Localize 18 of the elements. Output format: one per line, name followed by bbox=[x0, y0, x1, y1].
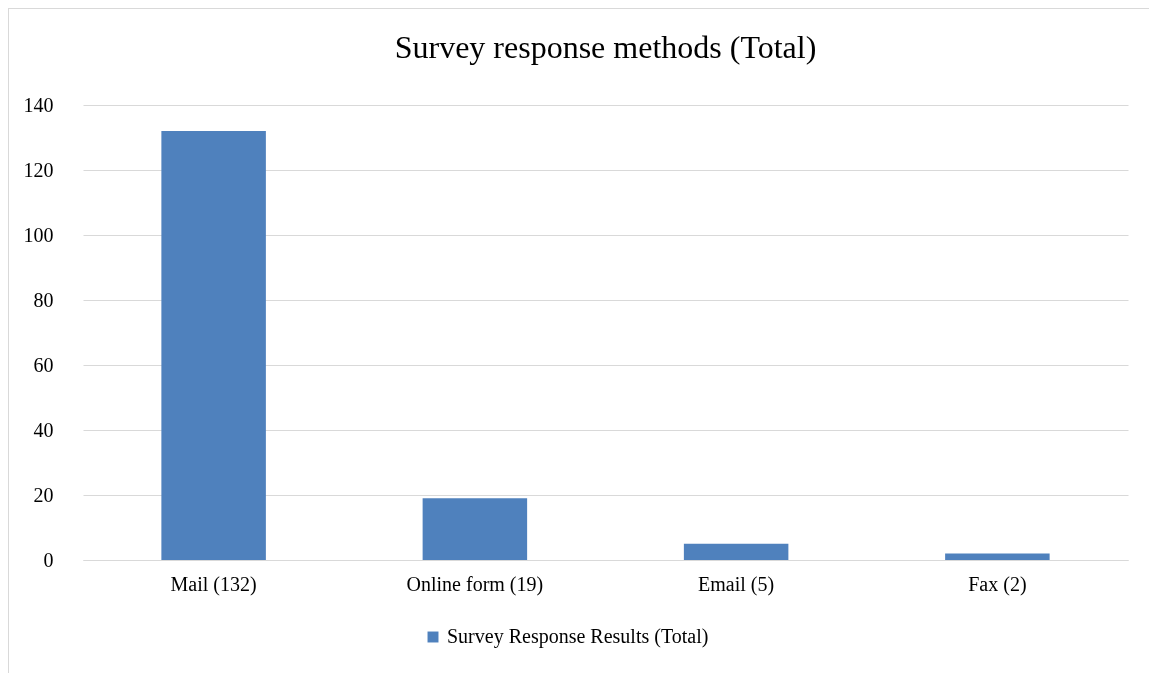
y-tick-label: 100 bbox=[23, 223, 54, 246]
y-tick-label: 40 bbox=[33, 418, 54, 441]
y-tick-label: 80 bbox=[33, 288, 54, 311]
x-tick-label: Email (5) bbox=[698, 572, 775, 596]
bar bbox=[945, 553, 1050, 560]
legend-label: Survey Response Results (Total) bbox=[447, 625, 709, 648]
bar bbox=[161, 131, 266, 560]
y-tick-label: 60 bbox=[33, 353, 54, 376]
y-tick-label: 20 bbox=[33, 483, 54, 506]
x-tick-label: Online form (19) bbox=[406, 572, 544, 596]
y-tick-label: 0 bbox=[43, 548, 54, 571]
bar bbox=[422, 498, 528, 560]
y-tick-label: 120 bbox=[23, 158, 54, 181]
x-tick-label: Mail (132) bbox=[170, 572, 257, 596]
bar bbox=[683, 543, 789, 560]
x-tick-label: Fax (2) bbox=[968, 572, 1027, 596]
chart-title: Survey response methods (Total) bbox=[394, 29, 817, 65]
y-tick-label: 140 bbox=[23, 93, 54, 116]
